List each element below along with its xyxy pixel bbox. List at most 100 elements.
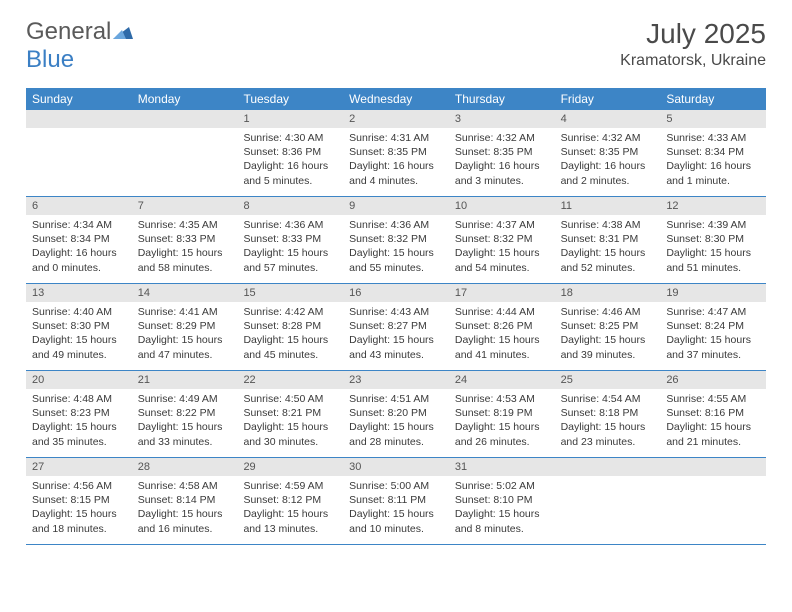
sunrise-text: Sunrise: 4:56 AM	[32, 479, 126, 493]
week-row: 27Sunrise: 4:56 AMSunset: 8:15 PMDayligh…	[26, 458, 766, 545]
day-body	[660, 476, 766, 484]
day-number: 11	[555, 197, 661, 215]
day-number: 7	[132, 197, 238, 215]
day-body: Sunrise: 4:54 AMSunset: 8:18 PMDaylight:…	[555, 389, 661, 454]
sunrise-text: Sunrise: 4:44 AM	[455, 305, 549, 319]
day-header-cell: Sunday	[26, 88, 132, 110]
day-number: 31	[449, 458, 555, 476]
day-body: Sunrise: 4:36 AMSunset: 8:33 PMDaylight:…	[237, 215, 343, 280]
day-cell: 30Sunrise: 5:00 AMSunset: 8:11 PMDayligh…	[343, 458, 449, 544]
day-body: Sunrise: 5:02 AMSunset: 8:10 PMDaylight:…	[449, 476, 555, 541]
day-number: 5	[660, 110, 766, 128]
day-cell: 7Sunrise: 4:35 AMSunset: 8:33 PMDaylight…	[132, 197, 238, 283]
day-number: 8	[237, 197, 343, 215]
brand-part1: General	[26, 18, 111, 45]
daylight-text: Daylight: 15 hours and 8 minutes.	[455, 507, 549, 535]
sunset-text: Sunset: 8:22 PM	[138, 406, 232, 420]
day-header-cell: Saturday	[660, 88, 766, 110]
day-cell: 4Sunrise: 4:32 AMSunset: 8:35 PMDaylight…	[555, 110, 661, 196]
sunrise-text: Sunrise: 4:58 AM	[138, 479, 232, 493]
daylight-text: Daylight: 15 hours and 37 minutes.	[666, 333, 760, 361]
day-cell: 23 Sunrise: 4:51 AMSunset: 8:20 PMDayligh…	[343, 371, 449, 457]
brand-part2: Blue	[26, 46, 74, 73]
daylight-text: Daylight: 16 hours and 4 minutes.	[349, 159, 443, 187]
sunrise-text: Sunrise: 4:47 AM	[666, 305, 760, 319]
sunrise-text: Sunrise: 4:32 AM	[455, 131, 549, 145]
day-body: Sunrise: 4:41 AMSunset: 8:29 PMDaylight:…	[132, 302, 238, 367]
daylight-text: Daylight: 15 hours and 26 minutes.	[455, 420, 549, 448]
daylight-text: Daylight: 16 hours and 2 minutes.	[561, 159, 655, 187]
sunset-text: Sunset: 8:33 PM	[138, 232, 232, 246]
sunset-text: Sunset: 8:21 PM	[243, 406, 337, 420]
title-block: July 2025 Kramatorsk, Ukraine	[620, 18, 766, 70]
sunrise-text: Sunrise: 4:49 AM	[138, 392, 232, 406]
day-body	[555, 476, 661, 484]
day-number: 19	[660, 284, 766, 302]
week-row: 13Sunrise: 4:40 AMSunset: 8:30 PMDayligh…	[26, 284, 766, 371]
day-number: 9	[343, 197, 449, 215]
daylight-text: Daylight: 15 hours and 16 minutes.	[138, 507, 232, 535]
day-number	[26, 110, 132, 128]
sunset-text: Sunset: 8:30 PM	[666, 232, 760, 246]
location: Kramatorsk, Ukraine	[620, 52, 766, 70]
sunset-text: Sunset: 8:30 PM	[32, 319, 126, 333]
daylight-text: Daylight: 15 hours and 51 minutes.	[666, 246, 760, 274]
sunset-text: Sunset: 8:34 PM	[666, 145, 760, 159]
header: GeneralBlue July 2025 Kramatorsk, Ukrain…	[26, 18, 766, 74]
sunrise-text: Sunrise: 4:42 AM	[243, 305, 337, 319]
day-header-cell: Thursday	[449, 88, 555, 110]
day-body: Sunrise: 4:35 AMSunset: 8:33 PMDaylight:…	[132, 215, 238, 280]
day-body: Sunrise: 4:44 AMSunset: 8:26 PMDaylight:…	[449, 302, 555, 367]
sunset-text: Sunset: 8:31 PM	[561, 232, 655, 246]
day-cell	[132, 110, 238, 196]
day-body: Sunrise: 4:46 AMSunset: 8:25 PMDaylight:…	[555, 302, 661, 367]
sunrise-text: Sunrise: 4:59 AM	[243, 479, 337, 493]
calendar: SundayMondayTuesdayWednesdayThursdayFrid…	[26, 88, 766, 545]
day-number: 29	[237, 458, 343, 476]
sunset-text: Sunset: 8:26 PM	[455, 319, 549, 333]
daylight-text: Daylight: 15 hours and 21 minutes.	[666, 420, 760, 448]
day-cell: 18Sunrise: 4:46 AMSunset: 8:25 PMDayligh…	[555, 284, 661, 370]
day-cell: 21Sunrise: 4:49 AMSunset: 8:22 PMDayligh…	[132, 371, 238, 457]
sunset-text: Sunset: 8:28 PM	[243, 319, 337, 333]
sunrise-text: Sunrise: 4:50 AM	[243, 392, 337, 406]
day-number: 13	[26, 284, 132, 302]
sunrise-text: Sunrise: 4:30 AM	[243, 131, 337, 145]
week-row: 20Sunrise: 4:48 AMSunset: 8:23 PMDayligh…	[26, 371, 766, 458]
daylight-text: Daylight: 15 hours and 28 minutes.	[349, 420, 443, 448]
daylight-text: Daylight: 16 hours and 1 minute.	[666, 159, 760, 187]
day-body: Sunrise: 5:00 AMSunset: 8:11 PMDaylight:…	[343, 476, 449, 541]
day-number: 30	[343, 458, 449, 476]
day-cell: 31Sunrise: 5:02 AMSunset: 8:10 PMDayligh…	[449, 458, 555, 544]
sunset-text: Sunset: 8:20 PM	[349, 406, 443, 420]
day-body: Sunrise: 4:31 AMSunset: 8:35 PMDaylight:…	[343, 128, 449, 193]
sunrise-text: Sunrise: 4:55 AM	[666, 392, 760, 406]
daylight-text: Daylight: 15 hours and 54 minutes.	[455, 246, 549, 274]
day-header-cell: Friday	[555, 88, 661, 110]
day-cell: 10Sunrise: 4:37 AMSunset: 8:32 PMDayligh…	[449, 197, 555, 283]
day-cell: 1Sunrise: 4:30 AMSunset: 8:36 PMDaylight…	[237, 110, 343, 196]
sunset-text: Sunset: 8:34 PM	[32, 232, 126, 246]
day-number: 23	[343, 371, 449, 389]
sunset-text: Sunset: 8:18 PM	[561, 406, 655, 420]
daylight-text: Daylight: 15 hours and 49 minutes.	[32, 333, 126, 361]
day-body: Sunrise: 4:32 AMSunset: 8:35 PMDaylight:…	[555, 128, 661, 193]
day-body: Sunrise: 4:32 AMSunset: 8:35 PMDaylight:…	[449, 128, 555, 193]
day-cell: 25Sunrise: 4:54 AMSunset: 8:18 PMDayligh…	[555, 371, 661, 457]
day-body: Sunrise: 4:53 AMSunset: 8:19 PMDaylight:…	[449, 389, 555, 454]
day-number: 27	[26, 458, 132, 476]
sunrise-text: Sunrise: 4:38 AM	[561, 218, 655, 232]
sunset-text: Sunset: 8:11 PM	[349, 493, 443, 507]
sunset-text: Sunset: 8:23 PM	[32, 406, 126, 420]
daylight-text: Daylight: 15 hours and 47 minutes.	[138, 333, 232, 361]
day-body	[26, 128, 132, 136]
day-number: 17	[449, 284, 555, 302]
sunset-text: Sunset: 8:32 PM	[455, 232, 549, 246]
day-body: Sunrise: 4:38 AMSunset: 8:31 PMDaylight:…	[555, 215, 661, 280]
sunset-text: Sunset: 8:35 PM	[455, 145, 549, 159]
sunrise-text: Sunrise: 4:51 AM	[349, 392, 443, 406]
day-body: Sunrise: 4:48 AMSunset: 8:23 PMDaylight:…	[26, 389, 132, 454]
day-body: Sunrise: 4:58 AMSunset: 8:14 PMDaylight:…	[132, 476, 238, 541]
sunrise-text: Sunrise: 4:31 AM	[349, 131, 443, 145]
sunrise-text: Sunrise: 5:00 AM	[349, 479, 443, 493]
